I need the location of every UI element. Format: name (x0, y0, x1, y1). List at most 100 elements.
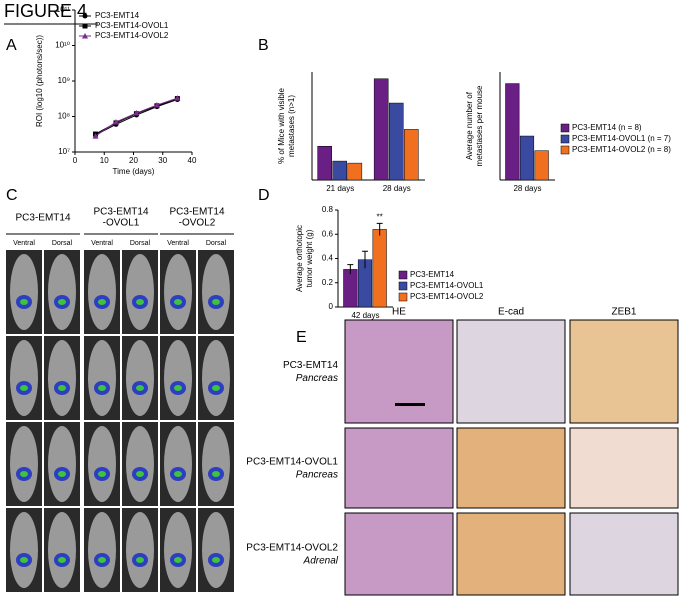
bar (505, 83, 520, 181)
histology-image (344, 512, 454, 596)
data-point (174, 95, 181, 101)
mouse-body (10, 340, 38, 416)
signal-core (58, 299, 66, 305)
mouse-body (48, 426, 76, 502)
mouse-body (48, 512, 76, 588)
x-tick-label: 30 (158, 156, 167, 165)
legend-swatch (398, 270, 408, 280)
signal-core (174, 557, 182, 563)
error-bar (376, 222, 383, 236)
x-tick-label: 10 (100, 156, 109, 165)
mouse-body (10, 254, 38, 330)
x-tick-label: 28 days (383, 184, 411, 193)
mouse-body (88, 426, 116, 502)
legend-label: PC3-EMT14-OVOL1 (95, 21, 169, 30)
row-label: Pancreas (296, 373, 338, 384)
x-axis-label: Time (days) (113, 167, 155, 176)
y-axis-label: metastases (n>1) (287, 95, 296, 157)
x-tick-label: 40 (188, 156, 197, 165)
legend-swatch (398, 281, 408, 291)
view-label: Dorsal (206, 240, 227, 247)
y-tick-label: 0.8 (322, 205, 334, 214)
y-axis-label: tumor weight (g) (305, 229, 314, 287)
signal-core (98, 557, 106, 563)
histology-image (456, 319, 566, 424)
legend-label: PC3-EMT14 (n = 8) (572, 123, 642, 132)
y-axis-label: ROI (log10 (photons/sec)) (35, 35, 44, 127)
mouse-body (126, 340, 154, 416)
signal-core (136, 299, 144, 305)
mouse-body (88, 340, 116, 416)
bar (519, 135, 535, 181)
y-tick-label: 10¹¹ (56, 5, 71, 14)
bar (534, 150, 549, 181)
bar (404, 129, 419, 181)
signal-core (98, 471, 106, 477)
legend-label: PC3-EMT14-OVOL1 (410, 281, 484, 290)
signal-core (212, 557, 220, 563)
legend-label: PC3-EMT14-OVOL1 (n = 7) (572, 134, 671, 143)
mouse-body (48, 340, 76, 416)
group-label: PC3-EMT14 (93, 207, 148, 218)
annotation: ** (377, 212, 383, 221)
mouse-body (88, 254, 116, 330)
y-axis-label: Average number of (465, 91, 474, 160)
signal-core (98, 385, 106, 391)
legend-swatch (560, 134, 570, 144)
data-point (92, 133, 99, 139)
mouse-body (164, 340, 192, 416)
y-tick-label: 0 (329, 302, 334, 311)
legend-label: PC3-EMT14 (410, 270, 455, 279)
legend-label: PC3-EMT14 (95, 11, 140, 20)
panel-letter: C (6, 187, 18, 204)
view-label: Dorsal (52, 240, 73, 247)
x-tick-label: 20 (129, 156, 138, 165)
view-label: Ventral (167, 240, 189, 247)
legend-marker (82, 33, 88, 39)
column-header: HE (392, 307, 406, 318)
y-tick-label: 10⁹ (58, 76, 70, 85)
bar (388, 102, 404, 181)
signal-core (174, 471, 182, 477)
mouse-body (164, 426, 192, 502)
mouse-body (10, 426, 38, 502)
x-tick-label: 28 days (513, 184, 541, 193)
mouse-body (202, 340, 230, 416)
x-tick-label: 21 days (326, 184, 354, 193)
view-label: Ventral (91, 240, 113, 247)
row-label: Pancreas (296, 470, 338, 481)
signal-core (20, 299, 28, 305)
error-bar (347, 264, 354, 275)
data-point (112, 118, 119, 125)
row-label: PC3-EMT14-OVOL1 (246, 457, 338, 468)
data-point (153, 102, 160, 108)
y-tick-label: 0.2 (322, 278, 334, 287)
signal-core (98, 299, 106, 305)
x-tick-label: 0 (73, 156, 78, 165)
mouse-body (202, 426, 230, 502)
legend-label: PC3-EMT14-OVOL2 (95, 31, 169, 40)
panel-letter: D (258, 187, 270, 204)
signal-core (174, 299, 182, 305)
group-label: -OVOL1 (103, 218, 140, 229)
signal-core (20, 471, 28, 477)
scale-bar (395, 403, 425, 406)
signal-core (58, 471, 66, 477)
signal-core (58, 557, 66, 563)
group-label: -OVOL2 (179, 218, 216, 229)
bar (317, 146, 332, 181)
view-label: Ventral (13, 240, 35, 247)
signal-core (174, 385, 182, 391)
panel-letter: A (6, 37, 17, 54)
bar (332, 160, 348, 181)
mouse-body (126, 254, 154, 330)
signal-core (136, 471, 144, 477)
x-tick-label: 42 days (351, 311, 379, 320)
legend-swatch (560, 123, 570, 133)
mouse-body (202, 254, 230, 330)
y-tick-label: 10⁷ (58, 147, 70, 156)
y-axis-label: metastases per mouse (475, 85, 484, 166)
histology-image (569, 319, 679, 424)
legend-marker (82, 13, 88, 19)
